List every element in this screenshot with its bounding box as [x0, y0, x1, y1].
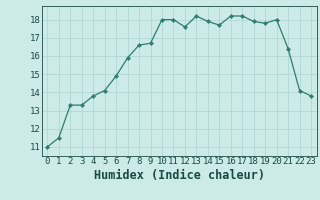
X-axis label: Humidex (Indice chaleur): Humidex (Indice chaleur) [94, 169, 265, 182]
